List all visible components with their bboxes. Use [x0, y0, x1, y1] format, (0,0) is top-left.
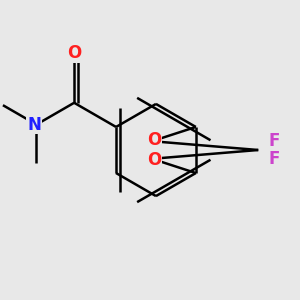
Text: O: O	[67, 44, 81, 62]
Text: O: O	[147, 131, 161, 149]
Text: N: N	[27, 116, 41, 134]
Text: O: O	[147, 151, 161, 169]
Text: F: F	[269, 150, 280, 168]
Text: F: F	[269, 132, 280, 150]
